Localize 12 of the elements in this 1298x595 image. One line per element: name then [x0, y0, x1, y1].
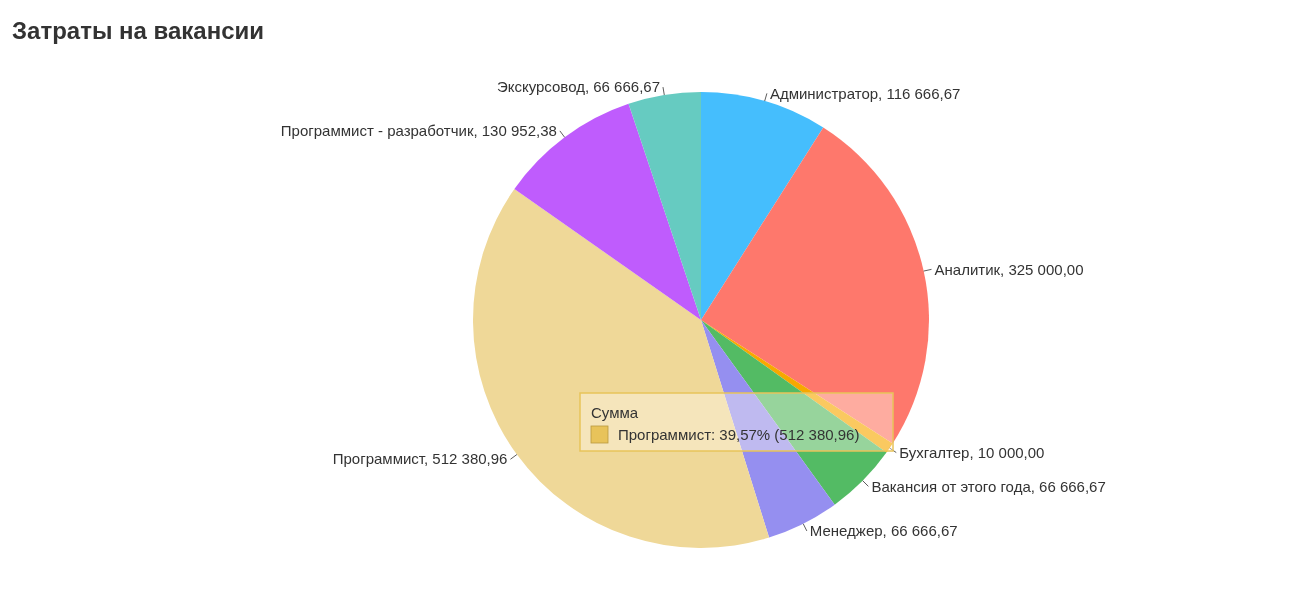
- chart-title: Затраты на вакансии: [12, 17, 265, 44]
- slice-label: Менеджер, 66 666,67: [809, 522, 958, 540]
- pie-slice: [628, 92, 701, 320]
- slice-label: Администратор, 116 666,67: [769, 84, 961, 102]
- text: Сумма: [591, 404, 639, 421]
- slice-label: Бухгалтер, 10 000,00: [899, 443, 1045, 461]
- slice-label: Программист, 512 380,96: [332, 450, 508, 468]
- slice-label: Экскурсовод, 66 666,67: [496, 78, 660, 96]
- slice-label: Аналитик, 325 000,00: [934, 260, 1084, 278]
- slice-label: Программист - разработчик, 130 952,38: [280, 122, 557, 140]
- text: Программист: 39,57% (512 380,96): [618, 426, 860, 443]
- slice-label: Вакансия от этого года, 66 666,67: [871, 477, 1106, 495]
